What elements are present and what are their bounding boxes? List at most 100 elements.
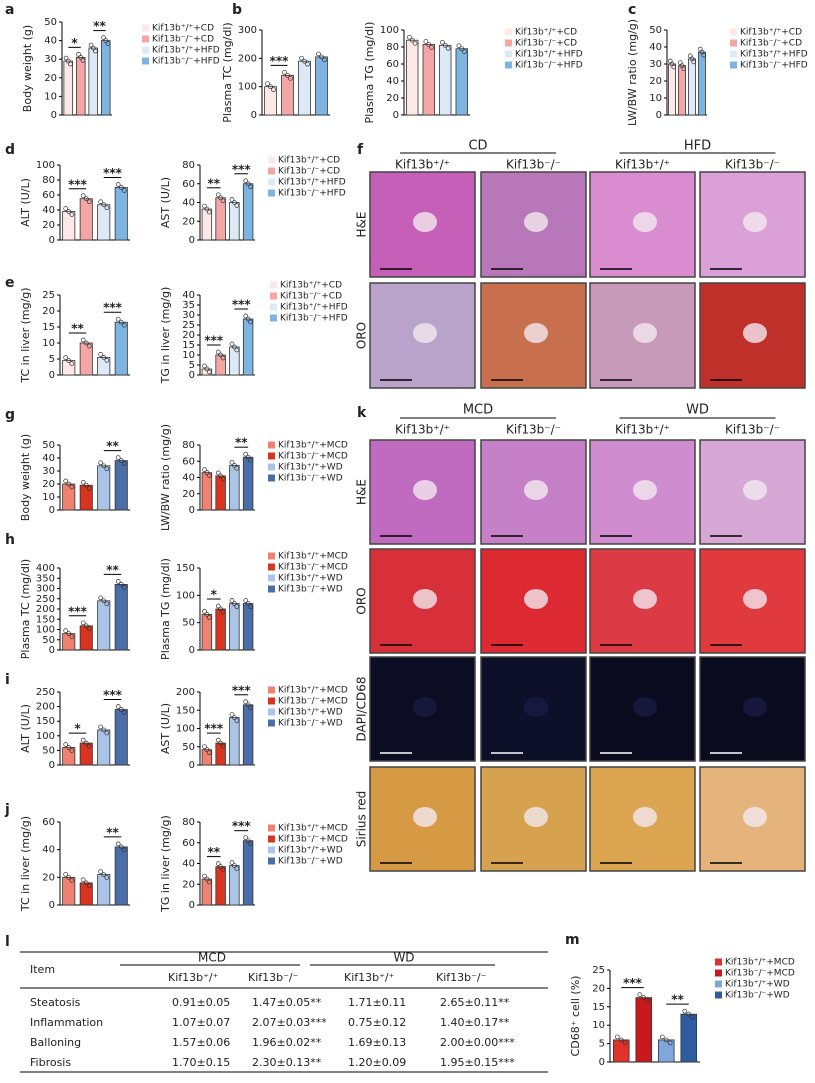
- dot: [118, 582, 124, 587]
- sig-stars: ***: [103, 688, 123, 702]
- group-label: WD: [686, 403, 709, 418]
- y-tick-label: 0: [51, 110, 57, 121]
- dot: [206, 209, 212, 215]
- y-tick-label: 50: [182, 618, 195, 629]
- legend-label: Kif13b⁺/⁺+CD: [152, 24, 214, 34]
- dot: [248, 457, 253, 463]
- y-tick-label: 350: [36, 573, 55, 584]
- dot: [86, 485, 92, 491]
- legend-label: Kif13b⁺/⁺+WD: [278, 463, 343, 473]
- dot: [63, 55, 69, 61]
- genotype-label: Kif13b⁺/⁺: [615, 423, 670, 437]
- dot: [232, 863, 237, 868]
- legend-swatch: [715, 958, 722, 966]
- bar: [79, 742, 93, 766]
- legend-label: Kif13b⁺/⁺+CD: [515, 28, 577, 38]
- dot: [220, 743, 226, 749]
- bar: [97, 356, 111, 376]
- dot: [234, 347, 240, 353]
- dot: [80, 620, 86, 626]
- y-tick-label: 0: [393, 110, 399, 121]
- bar: [79, 625, 93, 651]
- bar: [229, 346, 240, 376]
- y-tick-label: 35: [182, 300, 195, 311]
- dot: [232, 715, 237, 720]
- y-tick-label: 10: [44, 91, 57, 102]
- bar: [612, 1039, 630, 1063]
- dot: [104, 466, 110, 472]
- legend-swatch: [268, 189, 275, 197]
- dot: [220, 609, 226, 615]
- dot: [115, 704, 121, 709]
- dot: [248, 184, 253, 190]
- bar: [242, 840, 254, 906]
- dot: [104, 358, 110, 363]
- legend-swatch: [715, 991, 722, 999]
- y-axis-title: AST (U/L): [159, 703, 172, 754]
- legend-label: Kif13b⁺/⁺+MCD: [278, 441, 348, 451]
- legend-swatch: [268, 463, 275, 471]
- dot: [98, 352, 104, 357]
- y-tick-label: 250: [36, 594, 55, 605]
- panel-label: k: [357, 405, 367, 421]
- legend-label: Kif13b⁻/⁻+CD: [740, 39, 802, 49]
- y-tick-label: 100: [176, 724, 195, 735]
- bar: [635, 997, 653, 1063]
- panel-label: m: [565, 932, 580, 948]
- y-tick-label: 20: [649, 76, 662, 87]
- dot: [234, 604, 240, 609]
- sig-stars: ***: [270, 54, 290, 68]
- legend-swatch: [268, 452, 275, 460]
- bar: [79, 484, 93, 511]
- dot: [215, 861, 221, 866]
- dot: [115, 455, 121, 460]
- bar: [439, 44, 452, 116]
- bar: [114, 584, 128, 651]
- bar: [114, 846, 128, 906]
- row-label: ORO: [355, 587, 369, 614]
- y-tick-label: 20: [592, 983, 605, 994]
- dot: [115, 316, 121, 322]
- bar: [201, 749, 213, 766]
- micrograph: [589, 282, 696, 389]
- legend-label: Kif13b⁻/⁻+CD: [152, 35, 214, 45]
- y-tick-label: 100: [36, 731, 55, 742]
- legend-label: Kif13b⁺/⁺+HFD: [280, 303, 348, 313]
- dot: [288, 75, 293, 81]
- dot: [206, 750, 212, 756]
- y-tick-label: 200: [238, 53, 257, 64]
- bar: [215, 742, 226, 766]
- cell: 0.91±0.05: [172, 996, 230, 1009]
- dot: [271, 87, 276, 93]
- y-tick-label: 400: [36, 563, 55, 574]
- legend-swatch: [268, 574, 275, 582]
- legend-label: Kif13b⁺/⁺+CD: [280, 281, 342, 291]
- dot: [80, 877, 86, 883]
- legend-label: Kif13b⁺/⁺+MCD: [278, 552, 348, 562]
- dot: [98, 199, 104, 205]
- legend-label: Kif13b⁻/⁻+CD: [280, 292, 342, 302]
- vessel: [413, 212, 437, 232]
- bar: [215, 354, 226, 376]
- legend-label: Kif13b⁻/⁻+WD: [278, 585, 343, 595]
- dot: [322, 57, 327, 63]
- legend-label: Kif13b⁻/⁻+WD: [278, 719, 343, 729]
- y-tick-label: 30: [649, 59, 662, 70]
- sig-stars: ***: [232, 298, 252, 312]
- bar: [79, 882, 93, 906]
- dot: [229, 860, 235, 865]
- y-tick-label: 50: [44, 17, 57, 28]
- legend-swatch: [268, 824, 275, 832]
- sig-stars: **: [207, 845, 220, 859]
- dot: [215, 470, 221, 476]
- dot: [659, 1034, 665, 1040]
- y-axis-title: AST (U/L): [159, 177, 172, 228]
- y-tick-label: 0: [49, 760, 55, 771]
- vessel: [413, 323, 437, 343]
- dot: [118, 458, 124, 463]
- dot: [63, 742, 69, 747]
- dot: [98, 595, 104, 601]
- bar: [62, 211, 76, 241]
- vessel: [524, 589, 548, 609]
- dot: [202, 467, 207, 472]
